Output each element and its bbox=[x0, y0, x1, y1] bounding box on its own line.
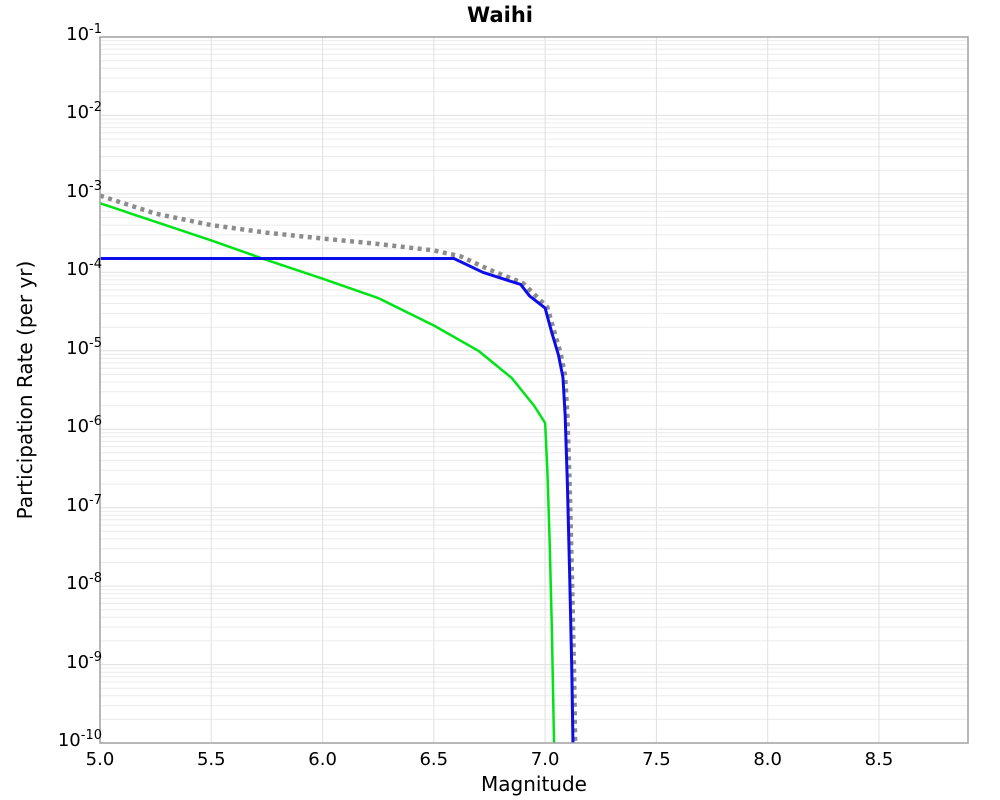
x-tick-label: 5.5 bbox=[196, 749, 226, 770]
x-tick-label: 7.5 bbox=[642, 749, 671, 770]
y-tick-label: 10-5 bbox=[66, 335, 102, 359]
x-tick-label: 6.5 bbox=[419, 749, 449, 770]
x-tick-label: 5.0 bbox=[85, 749, 115, 770]
y-tick-label: 10-1 bbox=[66, 22, 102, 45]
y-tick-label: 10-9 bbox=[66, 649, 102, 673]
x-tick-label: 8.5 bbox=[864, 749, 894, 770]
chart-title: Waihi bbox=[467, 3, 533, 27]
gray-dotted-curve bbox=[100, 193, 578, 743]
y-tick-label: 10-7 bbox=[66, 492, 102, 516]
plot-border bbox=[99, 36, 969, 744]
y-axis-label: Participation Rate (per yr) bbox=[13, 260, 37, 520]
x-tick-label: 8.0 bbox=[753, 749, 782, 770]
y-tick-label: 10-8 bbox=[66, 571, 102, 595]
y-tick-label: 10-2 bbox=[66, 100, 102, 124]
y-tick-label: 10-6 bbox=[66, 414, 102, 438]
x-tick-label: 6.0 bbox=[308, 749, 337, 770]
y-tick-label: 10-3 bbox=[66, 178, 102, 202]
y-tick-label: 10-4 bbox=[66, 257, 102, 281]
blue-solid-curve bbox=[100, 257, 575, 743]
green-solid-curve bbox=[100, 202, 556, 743]
x-axis-label: Magnitude bbox=[481, 772, 587, 796]
x-tick-label: 7.0 bbox=[530, 749, 560, 770]
y-tick-label: 10-10 bbox=[57, 728, 102, 751]
